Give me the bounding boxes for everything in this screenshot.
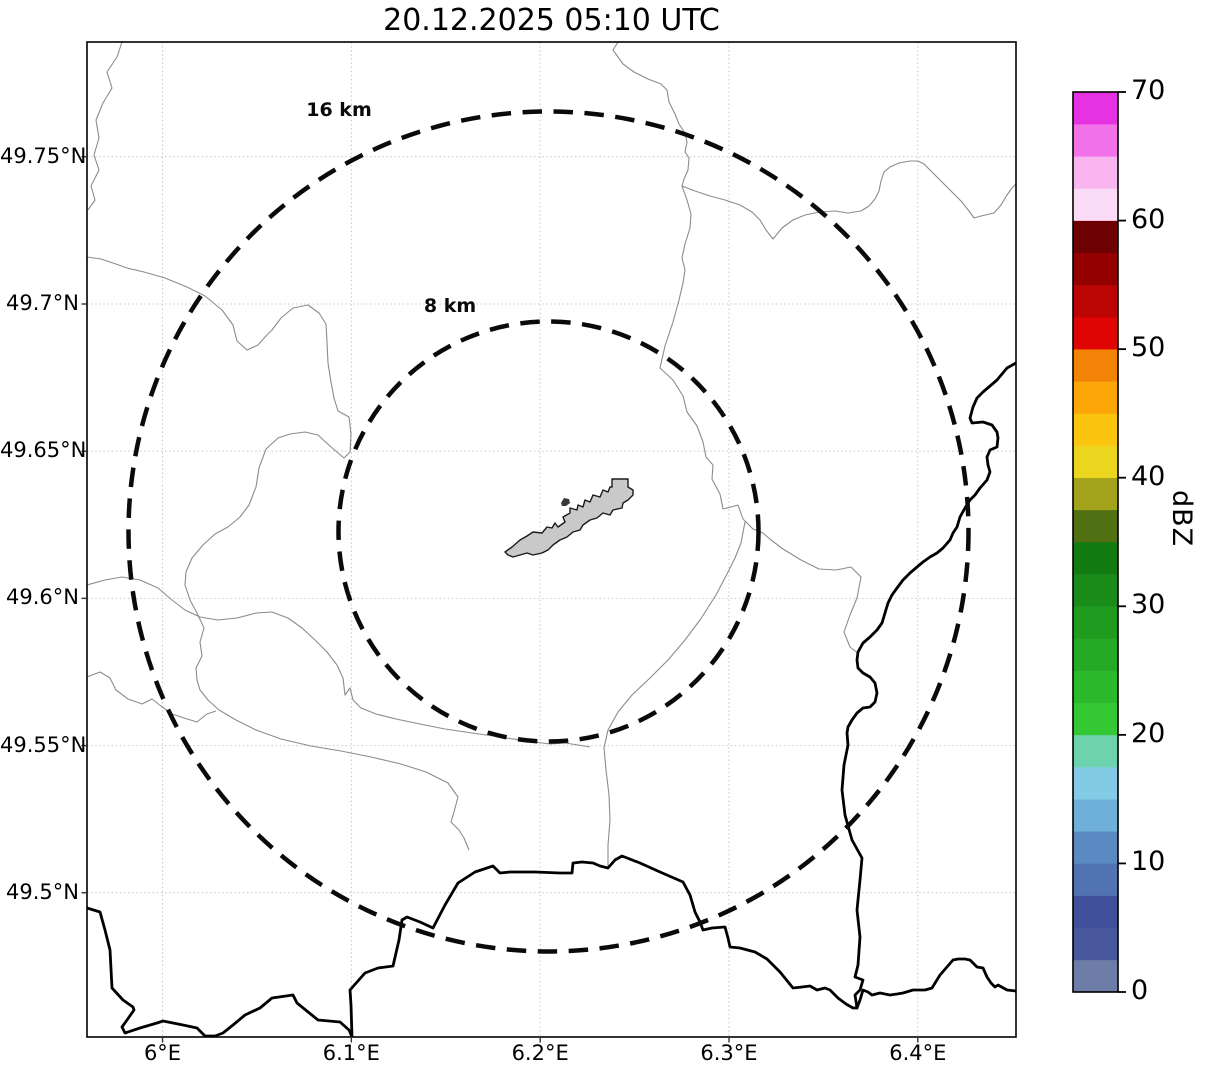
colorbar-frame (1072, 91, 1119, 993)
colorbar-segment (1073, 413, 1118, 446)
country-border-south (87, 854, 1016, 1037)
colorbar-tick-label: 40 (1131, 460, 1166, 492)
range-ring-label: 16 km (306, 99, 372, 121)
colorbar-tick-label: 70 (1131, 75, 1166, 106)
admin-boundary-line (603, 521, 746, 868)
y-tick-label: 49.7°N (6, 290, 79, 315)
colorbar-tick-label: 0 (1131, 975, 1149, 1006)
x-tick-label: 6°E (143, 1041, 182, 1065)
y-tick-label: 49.5°N (6, 879, 79, 904)
axis-ticks (81, 156, 919, 1043)
admin-boundary-line (87, 256, 470, 851)
colorbar-segment (1073, 927, 1118, 961)
colorbar-tick-label: 20 (1131, 717, 1166, 749)
colorbar (1072, 91, 1126, 993)
x-tick-label: 6.4°E (889, 1041, 947, 1065)
grid-lines (87, 42, 1016, 1037)
colorbar-segment (1073, 252, 1118, 286)
range-ring-8km (336, 319, 761, 744)
colorbar-tick-label: 60 (1131, 203, 1166, 235)
colorbar-tick-label: 50 (1131, 332, 1166, 364)
x-tick-label: 6.2°E (511, 1041, 569, 1065)
colorbar-axis-label: dBZ (1166, 490, 1197, 548)
y-tick-label: 49.6°N (6, 585, 79, 610)
colorbar-segment (1073, 573, 1118, 607)
range-ring-16km (126, 109, 971, 954)
colorbar-segment (1073, 734, 1118, 768)
y-tick-label: 49.55°N (0, 732, 87, 757)
colorbar-segment (1073, 830, 1118, 864)
admin-boundary-line (681, 160, 1016, 240)
admin-boundary-line (612, 42, 862, 655)
colorbar-segment (1073, 188, 1118, 221)
x-tick-label: 6.3°E (700, 1041, 758, 1065)
colorbar-segment (1073, 541, 1118, 575)
colorbar-segment (1073, 220, 1118, 254)
range-ring-label: 8 km (423, 295, 477, 317)
colorbar-segment (1073, 316, 1118, 350)
figure-title: 20.12.2025 05:10 UTC (383, 3, 720, 38)
y-tick-label: 49.65°N (0, 438, 87, 463)
range-rings (126, 109, 971, 954)
colorbar-segment (1073, 863, 1118, 896)
colorbar-segment (1073, 380, 1118, 414)
colorbar-segment (1073, 155, 1118, 189)
colorbar-segment (1073, 766, 1118, 800)
colorbar-segment (1073, 91, 1118, 125)
colorbar-tick-label: 30 (1131, 589, 1166, 621)
colorbar-segment (1073, 284, 1118, 318)
x-tick-label: 6.1°E (322, 1041, 380, 1065)
colorbar-tick-label: 10 (1131, 846, 1166, 878)
colorbar-segment (1073, 445, 1118, 479)
colorbar-segment (1073, 959, 1118, 993)
colorbar-segment (1073, 702, 1118, 736)
colorbar-segment (1073, 798, 1118, 832)
colorbar-segment (1073, 477, 1118, 511)
y-tick-label: 49.75°N (0, 143, 87, 168)
colorbar-segment (1073, 638, 1118, 671)
country-border-east (840, 361, 1016, 1010)
colorbar-segment (1073, 895, 1118, 929)
colorbar-segment (1073, 509, 1118, 543)
admin-boundary-line (87, 671, 217, 723)
admin-boundary-line (87, 42, 123, 211)
colorbar-segment (1073, 670, 1118, 704)
radar-site-marker (561, 498, 570, 506)
map-frame (86, 41, 1017, 1038)
city-area-polygon (504, 478, 634, 558)
colorbar-segment (1073, 348, 1118, 382)
colorbar-segment (1073, 605, 1118, 639)
colorbar-segment (1073, 123, 1118, 157)
